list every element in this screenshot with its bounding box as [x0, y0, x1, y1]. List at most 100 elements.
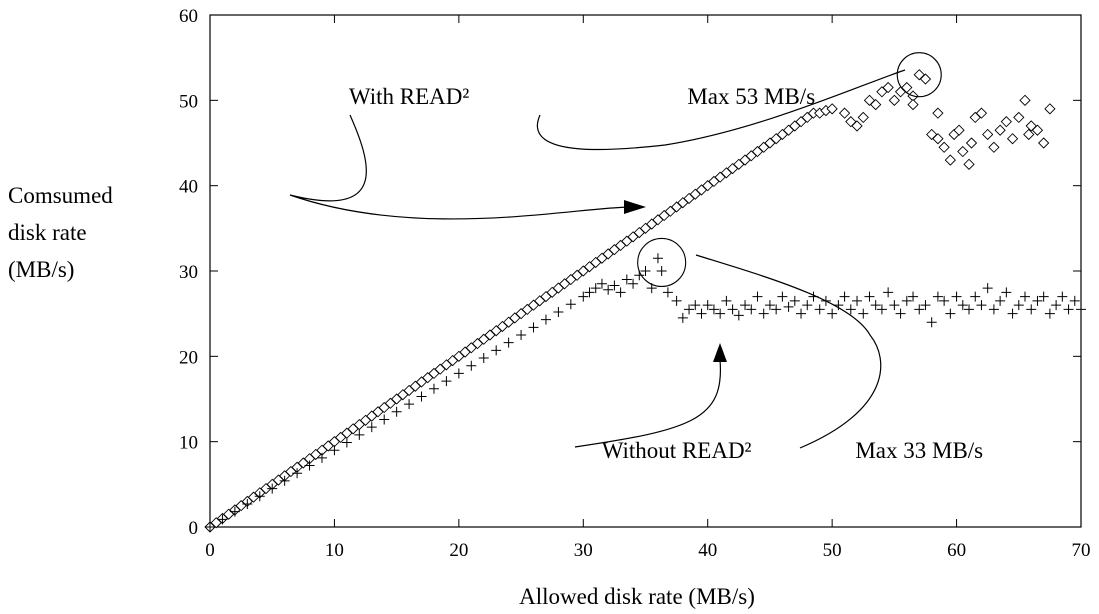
- highlight-circle: [637, 237, 687, 288]
- plus-point: [796, 308, 807, 319]
- plus-point: [1076, 304, 1086, 315]
- plus-point: [553, 306, 564, 317]
- plus-point: [889, 300, 900, 311]
- plus-point: [528, 322, 539, 333]
- diamond-point: [882, 81, 894, 94]
- plus-point: [609, 280, 620, 291]
- diamond-point: [919, 73, 932, 85]
- plus-point: [516, 330, 527, 340]
- y-tick-label: 60: [179, 6, 198, 27]
- diamond-point: [838, 107, 851, 119]
- plus-point: [1013, 300, 1024, 311]
- plus-point: [229, 506, 240, 517]
- plus-point: [970, 291, 981, 302]
- diamond-point: [975, 107, 988, 119]
- plus-point: [1051, 300, 1062, 311]
- plus-point: [217, 514, 228, 525]
- plus-point: [945, 308, 956, 319]
- plus-point: [908, 291, 919, 302]
- arrow-head-with-read2: [624, 200, 646, 214]
- plus-point: [267, 483, 278, 494]
- plus-point: [662, 287, 673, 298]
- plus-point: [1020, 291, 1031, 302]
- diamond-point: [994, 124, 1006, 136]
- plus-point: [1069, 295, 1080, 306]
- plus-point: [982, 283, 993, 294]
- plus-point: [939, 295, 950, 306]
- plus-point: [783, 301, 794, 312]
- plus-point: [964, 304, 975, 315]
- plus-point: [656, 266, 667, 276]
- plus-point: [428, 383, 439, 394]
- diamond-point: [888, 94, 900, 106]
- plus-point: [852, 295, 863, 306]
- plus-point: [304, 460, 315, 471]
- plus-point: [957, 300, 968, 311]
- plus-point: [883, 287, 894, 298]
- diamond-point: [1000, 116, 1012, 128]
- x-tick-label: 10: [325, 540, 344, 561]
- plus-point: [727, 304, 738, 315]
- plus-point: [1001, 287, 1012, 298]
- plus-point: [740, 300, 751, 311]
- plus-point: [379, 414, 390, 425]
- plus-point: [1057, 291, 1068, 302]
- plus-point: [814, 304, 825, 315]
- diamond-point: [938, 141, 950, 153]
- highlight-circles: [637, 52, 942, 288]
- plus-point: [733, 310, 744, 321]
- plus-point: [721, 295, 732, 306]
- plus-point: [746, 304, 757, 315]
- plus-point: [453, 368, 464, 379]
- annotation-label: Max 33 MB/s: [855, 438, 983, 463]
- plus-point: [242, 498, 253, 509]
- plus-point: [684, 304, 695, 315]
- plus-point: [995, 295, 1006, 306]
- plus-point: [895, 308, 906, 319]
- plus-point: [702, 300, 713, 311]
- y-tick-label: 0: [189, 518, 199, 539]
- plus-point: [341, 437, 352, 448]
- annotation-label: Without READ²: [602, 438, 752, 463]
- plus-point: [926, 317, 937, 328]
- plus-point: [652, 253, 663, 264]
- plus-point: [584, 287, 595, 298]
- diamond-point: [907, 98, 919, 111]
- annotations: With READ² Max 53 MB/s Without READ² Max 33…: [349, 84, 983, 463]
- plus-point: [621, 274, 632, 285]
- plus-point: [590, 283, 601, 294]
- plus-point: [827, 308, 838, 319]
- leader-max33: [695, 254, 882, 449]
- diamond-point: [932, 107, 944, 119]
- x-tick-label: 50: [823, 540, 842, 561]
- y-axis-title-line-3: (MB/s): [8, 257, 74, 282]
- plus-point: [976, 300, 987, 311]
- plus-point: [708, 304, 719, 315]
- plus-point: [329, 445, 340, 456]
- plus-point: [802, 300, 813, 311]
- x-tick-labels: 0 10 20 30 40 50 60 70: [205, 540, 1090, 561]
- plus-point: [920, 300, 931, 311]
- plus-point: [1026, 304, 1037, 315]
- plus-point: [671, 295, 682, 306]
- plus-point: [205, 522, 215, 532]
- y-axis-title-line-2: disk rate: [8, 220, 87, 245]
- diamond-point: [1006, 133, 1019, 145]
- plus-point: [254, 491, 265, 502]
- plus-point: [292, 468, 303, 479]
- plus-point: [777, 291, 788, 302]
- annotation-label: Max 53 MB/s: [687, 84, 815, 109]
- y-tick-labels: 0 10 20 30 40 50 60: [179, 6, 198, 539]
- plus-point: [1007, 308, 1018, 319]
- highlight-circle: [896, 52, 942, 98]
- plus-point: [540, 314, 551, 325]
- plus-point: [628, 278, 639, 289]
- diamond-point: [957, 145, 969, 158]
- plus-point: [677, 312, 688, 323]
- plus-point: [789, 295, 800, 306]
- leader-max53: [536, 69, 906, 151]
- x-tick-label: 30: [574, 540, 593, 561]
- plus-point: [1044, 308, 1055, 319]
- diamond-point: [963, 158, 975, 170]
